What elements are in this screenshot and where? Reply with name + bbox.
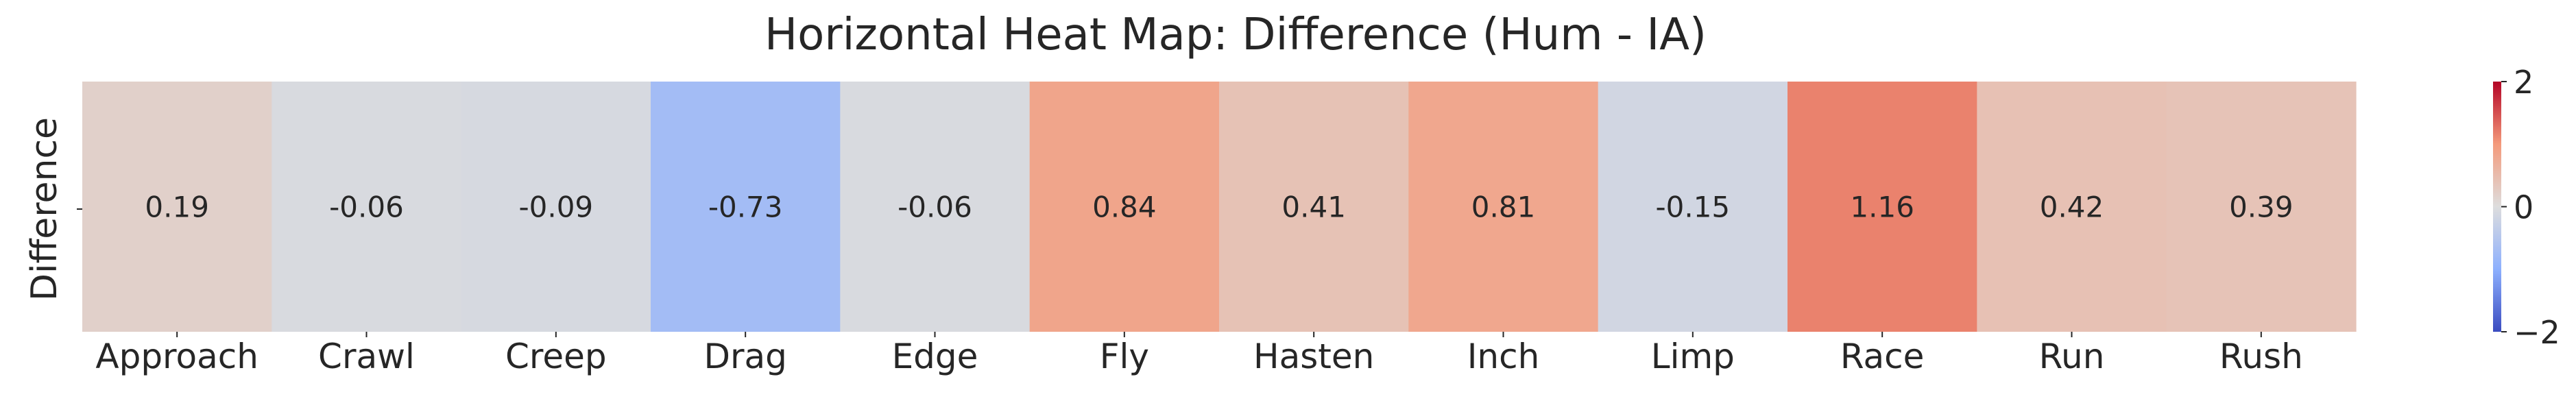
- heatmap-cell-run: [1977, 82, 2167, 332]
- x-axis-tick-label: Creep: [505, 337, 607, 376]
- y-axis-row-label: Difference: [24, 117, 65, 301]
- x-axis-ticks: [176, 332, 2262, 337]
- heatmap-cell-drag: [651, 82, 841, 332]
- cell-value-labels: 0.19 -0.06 -0.09 -0.73 -0.06 0.84 0.41 0.81 -0.1…: [145, 191, 2293, 224]
- x-axis-tick-label: Inch: [1467, 337, 1540, 376]
- cell-value-label: 0.19: [145, 191, 209, 224]
- x-axis-tick-label: Run: [2039, 337, 2105, 376]
- x-axis-tick-label: Drag: [703, 337, 786, 376]
- cell-value-label: 0.84: [1092, 191, 1157, 224]
- colorbar-tick-label: 0: [2514, 189, 2533, 226]
- cell-value-label: -0.09: [518, 191, 593, 224]
- heatmap-cell-inch: [1408, 82, 1599, 332]
- colorbar-ticks: 2 0 −2: [2501, 64, 2560, 351]
- heatmap-cells: [82, 82, 2357, 332]
- heatmap-cell-approach: [82, 82, 272, 332]
- x-axis-tick-label: Hasten: [1253, 337, 1374, 376]
- colorbar-tick-label: −2: [2514, 314, 2560, 351]
- cell-value-label: 0.41: [1281, 191, 1346, 224]
- x-axis-tick-label: Limp: [1651, 337, 1735, 376]
- x-axis-tick-label: Race: [1840, 337, 1925, 376]
- cell-value-label: 0.42: [2040, 191, 2104, 224]
- colorbar: [2493, 82, 2501, 332]
- x-axis-tick-labels: Approach Crawl Creep Drag Edge Fly Hasten Inch L…: [95, 337, 2302, 376]
- x-axis-tick-label: Crawl: [318, 337, 415, 376]
- x-axis-tick-label: Edge: [892, 337, 978, 376]
- cell-value-label: -0.06: [898, 191, 972, 224]
- cell-value-label: 0.81: [1471, 191, 1536, 224]
- cell-value-label: -0.73: [708, 191, 783, 224]
- x-axis-tick-label: Approach: [95, 337, 258, 376]
- x-axis-tick-label: Fly: [1100, 337, 1149, 376]
- heatmap-cell-limp: [1598, 82, 1788, 332]
- heatmap-cell-fly: [1029, 82, 1220, 332]
- x-axis-tick-label: Rush: [2219, 337, 2303, 376]
- heatmap-cell-rush: [2166, 82, 2357, 332]
- heatmap-cell-edge: [840, 82, 1031, 332]
- heatmap-cell-creep: [461, 82, 651, 332]
- cell-value-label: -0.06: [329, 191, 404, 224]
- heatmap-cell-hasten: [1219, 82, 1409, 332]
- heatmap-cell-race: [1787, 82, 1977, 332]
- colorbar-tick-label: 2: [2514, 64, 2533, 101]
- heatmap-cell-crawl: [272, 82, 462, 332]
- cell-value-label: 1.16: [1850, 191, 1914, 224]
- chart-title: Horizontal Heat Map: Difference (Hum - I…: [765, 10, 1707, 60]
- cell-value-label: -0.15: [1655, 191, 1730, 224]
- cell-value-label: 0.39: [2229, 191, 2294, 224]
